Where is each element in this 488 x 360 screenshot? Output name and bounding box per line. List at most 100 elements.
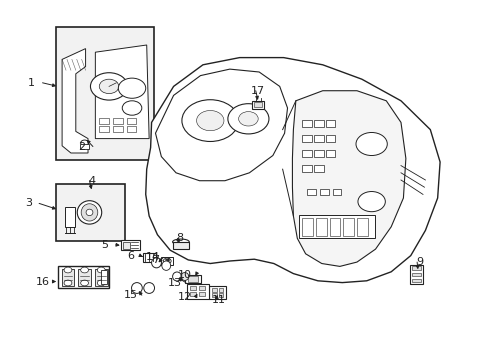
Circle shape	[355, 132, 386, 156]
Bar	[299, 215, 374, 238]
Bar	[56, 184, 124, 241]
Bar	[188, 276, 198, 282]
Polygon shape	[155, 69, 287, 181]
Text: 6: 6	[127, 251, 134, 261]
Circle shape	[122, 101, 142, 115]
Ellipse shape	[143, 283, 154, 293]
Text: 11: 11	[212, 294, 225, 305]
Bar	[99, 118, 109, 124]
Circle shape	[97, 267, 105, 273]
Bar	[80, 144, 89, 149]
Circle shape	[81, 140, 88, 146]
Bar	[101, 270, 106, 284]
Text: 13: 13	[168, 278, 182, 288]
Circle shape	[64, 280, 72, 286]
Bar	[313, 120, 323, 127]
Bar	[302, 150, 311, 157]
Bar	[121, 240, 140, 250]
Circle shape	[118, 78, 145, 98]
Bar	[329, 218, 340, 236]
Ellipse shape	[172, 239, 189, 245]
Bar	[343, 218, 353, 236]
Bar	[58, 266, 109, 288]
Bar	[319, 189, 328, 195]
Bar	[113, 118, 122, 124]
Bar	[302, 120, 311, 127]
Text: 16: 16	[36, 276, 50, 287]
Text: 17: 17	[251, 86, 264, 96]
Ellipse shape	[81, 204, 98, 221]
Bar	[199, 292, 204, 296]
Bar	[409, 265, 423, 284]
Bar	[313, 165, 323, 172]
Text: 5: 5	[102, 240, 108, 250]
Bar	[411, 266, 420, 270]
Bar	[302, 165, 311, 172]
Bar	[411, 273, 420, 276]
Circle shape	[227, 104, 268, 134]
Bar	[56, 27, 154, 160]
Ellipse shape	[151, 258, 161, 268]
Bar	[218, 288, 223, 292]
Bar	[325, 135, 335, 142]
Bar	[172, 242, 189, 249]
Text: 1: 1	[28, 78, 35, 88]
Bar	[123, 242, 130, 249]
Bar	[187, 284, 208, 299]
Bar	[315, 218, 326, 236]
Bar	[61, 269, 74, 286]
Text: 7: 7	[152, 255, 159, 265]
Circle shape	[81, 267, 88, 273]
Bar	[411, 279, 420, 282]
Ellipse shape	[131, 283, 142, 293]
Ellipse shape	[86, 209, 93, 216]
Ellipse shape	[77, 201, 102, 224]
Text: 15: 15	[124, 290, 138, 300]
Bar	[190, 292, 196, 296]
Ellipse shape	[181, 273, 188, 280]
Circle shape	[357, 192, 385, 212]
Circle shape	[97, 280, 105, 286]
Circle shape	[99, 79, 119, 94]
Bar	[142, 253, 156, 262]
Bar	[126, 118, 136, 124]
Bar	[302, 218, 312, 236]
Ellipse shape	[162, 261, 170, 270]
Bar	[199, 286, 204, 290]
Circle shape	[64, 267, 72, 273]
Circle shape	[81, 280, 88, 286]
Circle shape	[90, 73, 127, 100]
Bar	[211, 288, 216, 292]
Bar	[161, 257, 173, 265]
Bar	[302, 135, 311, 142]
Text: 2: 2	[79, 141, 85, 152]
Bar	[208, 286, 226, 299]
Bar	[190, 286, 196, 290]
Bar	[306, 189, 315, 195]
Text: 10: 10	[178, 270, 191, 280]
Polygon shape	[145, 58, 439, 283]
Bar	[325, 120, 335, 127]
Text: 14: 14	[145, 252, 159, 262]
Circle shape	[182, 100, 238, 141]
Bar	[65, 207, 75, 227]
Circle shape	[196, 111, 224, 131]
Text: 12: 12	[178, 292, 191, 302]
Bar	[99, 126, 109, 132]
Text: 8: 8	[176, 233, 183, 243]
Bar	[313, 135, 323, 142]
Bar	[185, 275, 201, 283]
Bar	[211, 293, 216, 297]
Bar	[356, 218, 367, 236]
Bar	[313, 150, 323, 157]
Bar	[126, 126, 136, 132]
Bar	[252, 101, 264, 109]
Polygon shape	[292, 91, 405, 266]
Circle shape	[163, 258, 171, 264]
Text: 9: 9	[415, 257, 422, 267]
Text: 4: 4	[88, 176, 95, 186]
Bar	[325, 150, 335, 157]
Bar	[254, 102, 262, 107]
Circle shape	[238, 112, 258, 126]
Bar	[78, 269, 91, 286]
